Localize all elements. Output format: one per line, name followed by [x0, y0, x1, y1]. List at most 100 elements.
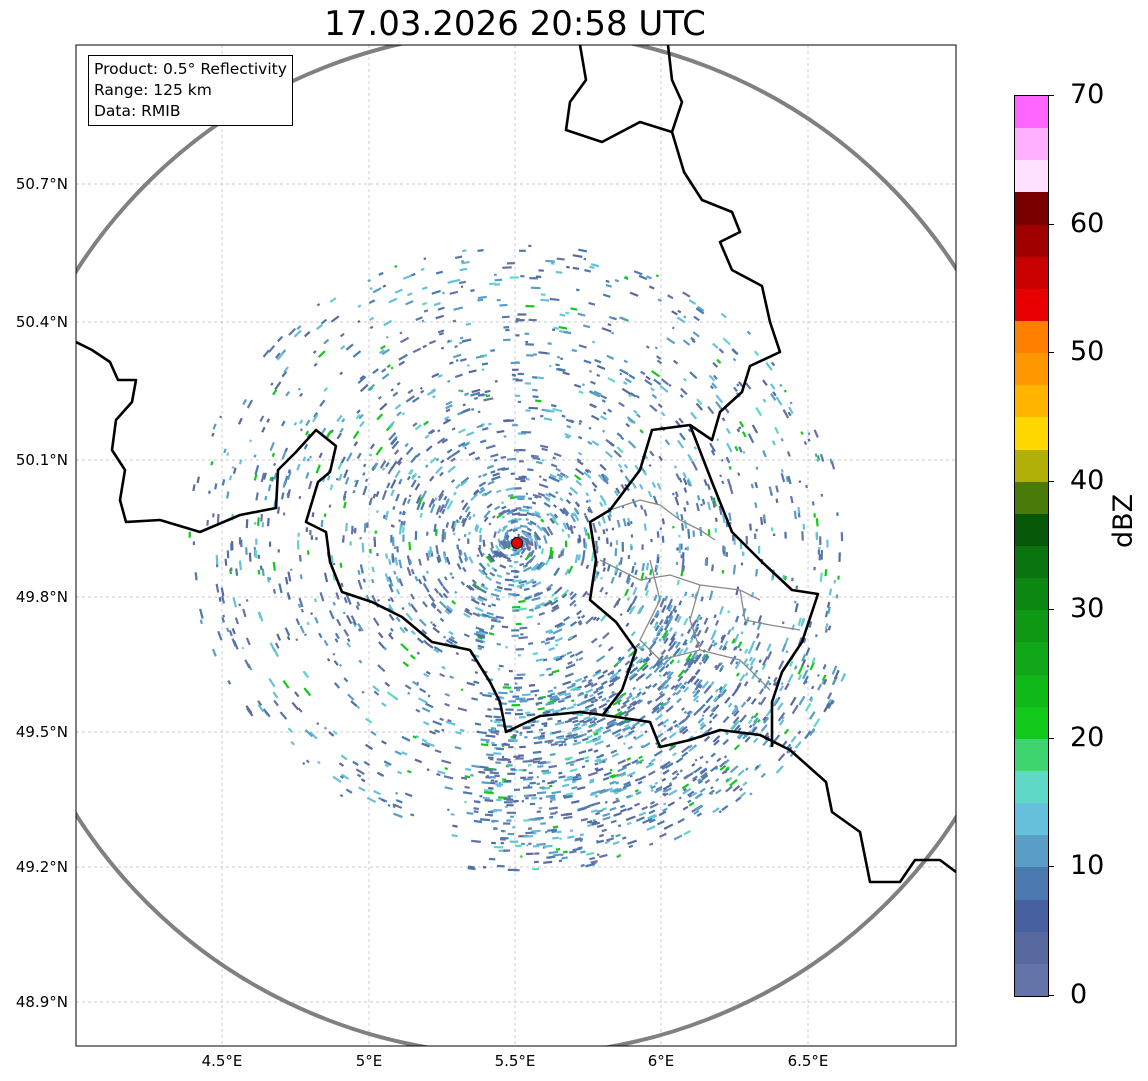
radar-echo	[352, 490, 356, 494]
radar-echo	[345, 788, 353, 794]
radar-echo	[374, 530, 378, 534]
radar-echo	[356, 601, 361, 607]
radar-echo	[614, 732, 621, 738]
radar-echo	[219, 415, 223, 419]
radar-echo	[804, 730, 812, 740]
radar-echo	[458, 441, 466, 448]
radar-echo	[651, 481, 657, 489]
radar-echo	[690, 411, 698, 420]
radar-echo	[394, 264, 398, 268]
radar-echo	[570, 592, 577, 601]
radar-echo	[194, 572, 198, 581]
radar-echo	[536, 810, 541, 813]
radar-echo	[411, 396, 420, 403]
radar-echo	[681, 728, 689, 735]
radar-echo	[402, 534, 405, 542]
radar-echo	[522, 566, 532, 573]
radar-echo	[346, 452, 353, 462]
radar-echo	[747, 718, 753, 725]
radar-echo	[573, 525, 576, 529]
radar-echo	[345, 343, 354, 351]
radar-echo	[544, 739, 554, 744]
radar-echo	[497, 668, 501, 671]
radar-echo	[490, 470, 496, 474]
radar-echo	[714, 664, 718, 669]
radar-echo	[773, 676, 778, 683]
radar-echo	[401, 606, 405, 611]
radar-echo	[680, 543, 683, 550]
radar-echo	[405, 395, 415, 403]
radar-echo	[714, 766, 719, 771]
radar-echo	[662, 632, 669, 642]
radar-echo	[497, 528, 502, 534]
radar-echo	[499, 303, 508, 307]
radar-echo	[403, 626, 409, 632]
radar-echo	[475, 354, 485, 359]
radar-echo	[425, 552, 430, 561]
radar-echo	[310, 612, 314, 616]
radar-echo	[496, 619, 500, 622]
radar-echo	[484, 791, 494, 795]
radar-echo	[498, 664, 504, 668]
radar-echo	[462, 791, 473, 795]
radar-echo	[380, 345, 386, 350]
radar-echo	[551, 604, 559, 610]
radar-echo	[428, 593, 436, 603]
radar-echo	[781, 643, 787, 653]
radar-echo	[549, 796, 556, 800]
radar-echo	[526, 527, 532, 532]
radar-echo	[549, 512, 557, 521]
radar-echo	[531, 597, 538, 602]
radar-echo	[727, 629, 732, 636]
radar-echo	[545, 701, 555, 706]
radar-echo	[426, 531, 429, 536]
radar-echo	[407, 602, 412, 607]
radar-echo	[490, 779, 495, 782]
radar-echo	[499, 564, 507, 569]
radar-echo	[309, 455, 313, 459]
radar-echo	[414, 482, 421, 491]
radar-echo	[570, 686, 578, 692]
radar-echo	[528, 842, 532, 845]
radar-echo	[519, 745, 526, 749]
radar-echo	[486, 464, 494, 470]
radar-echo	[270, 382, 274, 386]
radar-echo	[519, 555, 523, 558]
radar-echo	[433, 302, 441, 307]
radar-echo	[546, 587, 552, 592]
radar-echo	[659, 810, 667, 816]
radar-echo	[650, 800, 656, 805]
radar-echo	[742, 450, 746, 454]
radar-echo	[638, 775, 647, 781]
radar-echo	[679, 725, 688, 734]
radar-echo	[801, 654, 807, 662]
radar-echo	[538, 806, 543, 810]
radar-echo	[264, 495, 268, 501]
radar-echo	[277, 549, 280, 553]
radar-echo	[340, 754, 348, 761]
radar-echo	[304, 633, 307, 637]
radar-echo	[440, 346, 445, 350]
radar-echo	[461, 260, 464, 263]
radar-echo	[554, 740, 563, 745]
radar-echo	[733, 386, 738, 392]
radar-echo	[357, 628, 362, 632]
radar-echo	[460, 389, 464, 393]
radar-echo	[631, 595, 638, 605]
radar-echo	[340, 582, 344, 588]
radar-echo	[555, 848, 561, 851]
radar-echo	[435, 465, 443, 475]
radar-echo	[710, 786, 714, 790]
radar-echo	[526, 615, 533, 619]
radar-echo	[533, 591, 544, 598]
radar-echo	[483, 516, 489, 523]
radar-echo	[508, 564, 513, 568]
radar-echo	[584, 759, 590, 763]
colorbar-tick-mark	[1048, 480, 1054, 482]
radar-echo	[479, 794, 483, 798]
radar-echo	[649, 617, 656, 626]
radar-echo	[323, 338, 330, 345]
radar-echo	[518, 476, 527, 479]
radar-echo	[388, 420, 396, 428]
radar-echo	[528, 608, 534, 612]
